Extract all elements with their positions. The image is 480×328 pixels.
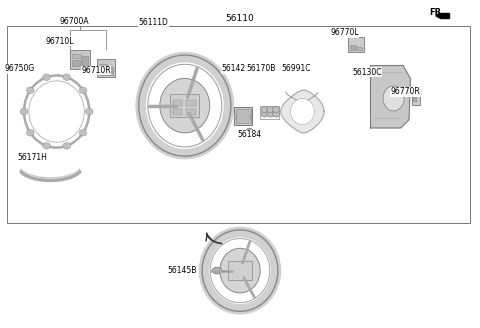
Text: FR.: FR. <box>430 8 445 17</box>
Text: 56111D: 56111D <box>139 18 168 28</box>
Bar <box>170 94 199 117</box>
Text: 56991C: 56991C <box>281 64 311 73</box>
Ellipse shape <box>63 143 71 149</box>
Text: 96710L: 96710L <box>46 36 74 46</box>
Bar <box>228 261 252 280</box>
Ellipse shape <box>246 128 253 133</box>
Bar <box>250 115 252 119</box>
Text: 56170B: 56170B <box>246 64 276 73</box>
Text: 56145B: 56145B <box>168 266 197 275</box>
Bar <box>173 100 182 106</box>
Bar <box>260 106 279 119</box>
Ellipse shape <box>220 248 260 293</box>
Ellipse shape <box>20 108 28 115</box>
Polygon shape <box>440 13 449 18</box>
Text: 96750G: 96750G <box>4 64 35 73</box>
Ellipse shape <box>43 74 50 80</box>
Text: 96710R: 96710R <box>81 66 111 75</box>
Ellipse shape <box>383 86 404 111</box>
Text: 56142: 56142 <box>222 64 246 73</box>
Bar <box>7 26 470 223</box>
Bar <box>186 100 196 106</box>
Ellipse shape <box>273 107 279 113</box>
Ellipse shape <box>79 87 87 93</box>
Text: 56184: 56184 <box>238 130 262 139</box>
Ellipse shape <box>160 78 210 133</box>
Text: 96770R: 96770R <box>391 87 420 96</box>
Ellipse shape <box>26 87 34 93</box>
Bar <box>348 37 364 52</box>
Text: 56110: 56110 <box>226 13 254 23</box>
Bar <box>99 64 107 69</box>
Polygon shape <box>371 66 410 128</box>
Ellipse shape <box>63 74 71 80</box>
Text: 56171H: 56171H <box>18 153 48 162</box>
Polygon shape <box>436 13 440 18</box>
Ellipse shape <box>261 107 268 113</box>
Ellipse shape <box>267 111 274 117</box>
Bar <box>234 115 237 119</box>
Text: 96700A: 96700A <box>60 17 89 26</box>
Bar <box>350 45 356 50</box>
Text: 56130C: 56130C <box>352 68 382 77</box>
Bar <box>72 54 81 58</box>
Bar <box>357 47 362 50</box>
Text: 96770L: 96770L <box>330 28 359 37</box>
Bar <box>186 109 196 115</box>
Ellipse shape <box>26 130 34 136</box>
Bar <box>99 70 107 75</box>
Bar <box>234 107 252 125</box>
Ellipse shape <box>43 143 50 149</box>
Ellipse shape <box>85 108 93 115</box>
Bar <box>173 109 182 115</box>
Bar <box>70 50 90 69</box>
Polygon shape <box>281 90 324 133</box>
Polygon shape <box>290 98 314 125</box>
Ellipse shape <box>273 111 279 117</box>
Bar <box>97 59 115 77</box>
Ellipse shape <box>261 111 268 117</box>
Ellipse shape <box>79 130 87 136</box>
Bar <box>108 67 113 75</box>
Bar <box>72 60 81 66</box>
Bar <box>236 109 251 123</box>
Ellipse shape <box>212 267 222 274</box>
Ellipse shape <box>267 107 274 113</box>
Bar <box>412 93 420 105</box>
Bar <box>413 97 417 102</box>
Bar <box>82 56 88 66</box>
